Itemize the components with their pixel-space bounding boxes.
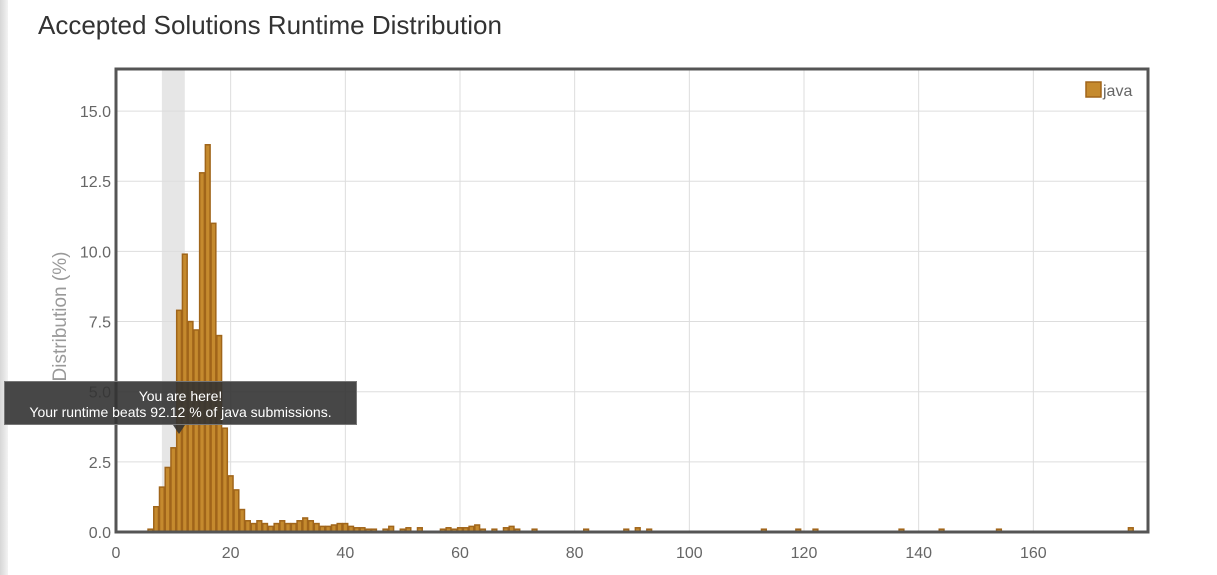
y-tick-label: 12.5 [80,174,111,191]
you-are-here-tooltip: You are here! Your runtime beats 92.12 %… [4,381,357,425]
page-title: Accepted Solutions Runtime Distribution [38,10,502,40]
legend-label-java[interactable]: java [1102,83,1132,100]
y-tick-label: 2.5 [89,455,111,472]
legend-swatch [1085,81,1102,98]
x-tick-label: 0 [112,545,121,562]
y-tick-label: 7.5 [89,315,111,332]
histogram-bar[interactable] [158,486,165,533]
histogram-bar[interactable] [256,520,263,533]
histogram-bar[interactable] [233,489,240,533]
tooltip-line1: You are here! [138,388,223,404]
x-tick-label: 100 [676,545,703,562]
tooltip-line2: Your runtime beats 92.12 % of java submi… [29,404,332,420]
histogram-bar[interactable] [239,508,246,533]
x-tick-label: 120 [791,545,818,562]
histogram-bar[interactable] [302,517,309,533]
histogram-bar[interactable] [296,520,303,533]
y-tick-label: 0.0 [89,525,111,542]
histogram-bar[interactable] [221,427,229,533]
tooltip-arrow [173,425,185,434]
left-edge-shadow [0,0,8,575]
y-tick-label: 10.0 [80,244,111,261]
histogram-bar[interactable] [227,475,234,533]
histogram-bar[interactable] [170,447,177,533]
histogram-bar[interactable] [198,172,206,533]
histogram-bar[interactable] [279,520,286,533]
histogram-bar[interactable] [244,520,251,533]
plot-frame [114,67,1150,534]
histogram-bar[interactable] [204,144,211,533]
x-tick-label: 60 [451,545,469,562]
x-tick-label: 160 [1020,545,1047,562]
x-tick-label: 140 [905,545,932,562]
x-tick-label: 20 [222,545,240,562]
histogram-bar[interactable] [216,334,223,533]
y-axis-label: Distribution (%) [50,252,71,382]
y-tick-label: 15.0 [80,104,111,121]
histogram-bar[interactable] [307,520,315,533]
histogram-bar[interactable] [193,329,200,533]
x-tick-label: 80 [566,545,584,562]
histogram-bar[interactable] [153,505,160,533]
x-tick-label: 40 [336,545,354,562]
histogram-bar[interactable] [187,320,194,533]
histogram-bar[interactable] [210,222,217,533]
histogram-bar[interactable] [164,466,171,533]
